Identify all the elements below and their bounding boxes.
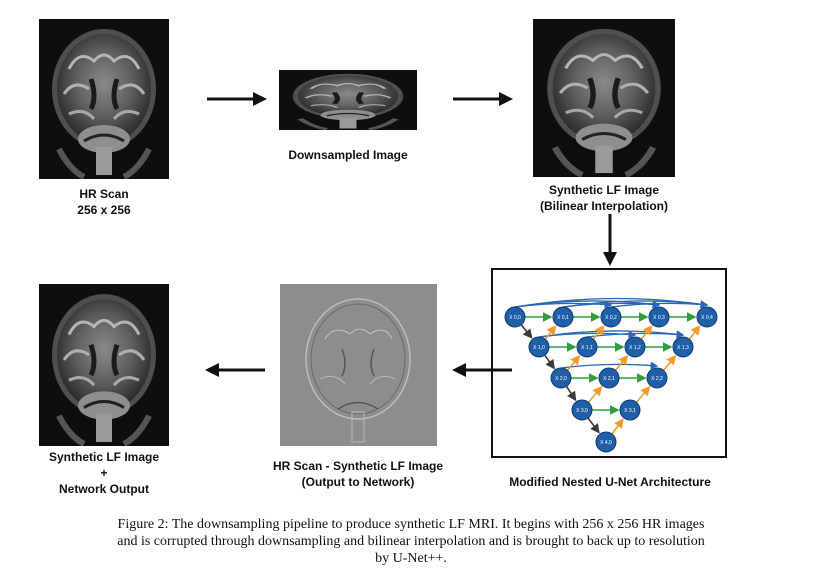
synthetic-lf-label: Synthetic LF Image (Bilinear Interpolati… [514,182,694,214]
node-x13 [672,336,694,358]
downsample-arrow [587,417,600,434]
node-label-x20: X 2,0 [555,376,567,382]
node-label-x10: X 1,0 [533,345,545,351]
downsample-arrow [565,385,577,402]
dense-skip-arc [560,361,659,370]
synthetic-lf-subtitle: (Bilinear Interpolation) [539,199,668,213]
architecture-label: Modified Nested U-Net Architecture [509,475,711,489]
downsampled-label: Downsampled Image [288,148,408,162]
caption-line-2: and is corrupted through downsampling an… [117,534,705,549]
unet-graph: X 0,0 X 0,1 X 0,2 X 0,3 X 0,4 X 1,0 X 1,1 X 1,2… [504,297,718,453]
synthetic-lf-image [533,19,675,177]
arrow-left-icon [452,363,512,377]
node-x01 [552,306,574,328]
arrow-right-icon [207,92,267,106]
arrow-down-icon [603,214,617,266]
node-label-x21: X 2,1 [603,376,615,382]
node-x11 [576,336,598,358]
upsample-arrow [587,385,603,403]
downsampled-image [279,70,417,130]
hr-scan-title: HR Scan [79,187,129,201]
residual-image [280,284,437,446]
upsample-arrow [544,325,557,340]
node-label-x30: X 3,0 [576,408,588,414]
upsample-arrow [640,325,653,340]
upsample-arrow [662,354,677,371]
downsample-arrow [520,324,533,339]
caption-line-1: Figure 2: The downsampling pipeline to p… [117,517,705,532]
residual-label: HR Scan - Synthetic LF Image (Output to … [248,458,468,490]
figure-caption: Figure 2: The downsampling pipeline to p… [30,516,792,567]
node-x21 [598,367,620,389]
node-x02 [600,306,622,328]
output-plus: + [100,466,108,480]
residual-title: HR Scan - Synthetic LF Image [272,459,444,473]
node-label-x04: X 0,4 [701,315,713,321]
node-x10 [528,336,550,358]
node-x00 [504,306,526,328]
node-x04 [696,306,718,328]
hr-scan-label: HR Scan 256 x 256 [39,186,169,218]
upsample-arrow [611,418,624,435]
node-x40 [595,431,617,453]
upsample-arrow [688,325,701,340]
upsample-arrow [592,325,605,340]
node-label-x40: X 4,0 [600,440,612,446]
dense-skip-arc [610,300,709,309]
node-label-x13: X 1,3 [677,345,689,351]
node-x03 [648,306,670,328]
node-x22 [646,367,668,389]
unet-architecture-diagram: X 0,0 X 0,1 X 0,2 X 0,3 X 0,4 X 1,0 X 1,1 X 1,2… [491,268,727,458]
caption-line-3: by U-Net++. [375,551,447,566]
node-label-x22: X 2,2 [651,376,663,382]
residual-subtitle: (Output to Network) [301,475,415,489]
node-label-x01: X 0,1 [557,315,569,321]
node-label-x03: X 0,3 [653,315,665,321]
arrow-left-icon [205,363,265,377]
output-title: Synthetic LF Image [48,450,160,464]
downsample-arrow [544,354,555,370]
node-x20 [550,367,572,389]
node-label-x31: X 3,1 [624,408,636,414]
dense-skip-arc [562,300,709,309]
node-x30 [571,399,593,421]
node-label-x02: X 0,2 [605,315,617,321]
node-label-x11: X 1,1 [581,345,593,351]
node-x31 [619,399,641,421]
node-label-x12: X 1,2 [629,345,641,351]
node-label-x00: X 0,0 [509,315,521,321]
network-output-image [39,284,169,446]
upsample-arrow [614,354,629,371]
hr-scan-size: 256 x 256 [77,203,131,217]
upsample-arrow [566,354,581,371]
synthetic-lf-title: Synthetic LF Image [548,183,660,197]
output-subtitle: Network Output [59,482,149,496]
upsample-arrow [635,385,651,403]
node-x12 [624,336,646,358]
arrow-right-icon [453,92,513,106]
output-label: Synthetic LF Image + Network Output [34,449,174,497]
hr-scan-image [39,19,169,179]
